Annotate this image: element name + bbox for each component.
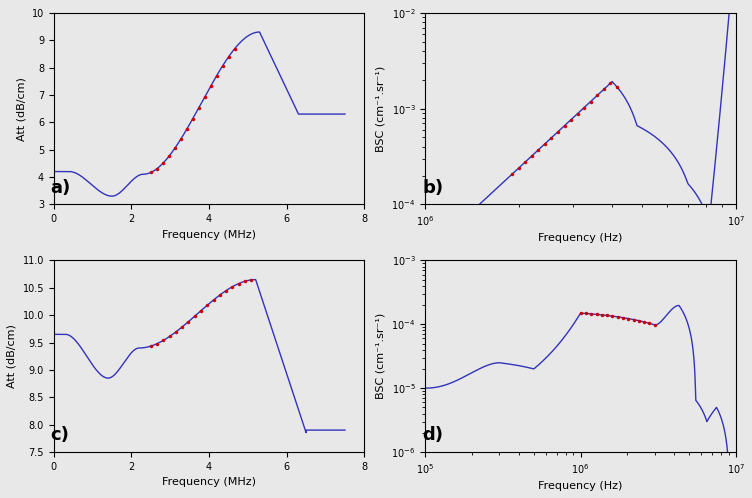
Text: c): c)	[50, 426, 69, 444]
X-axis label: Frequency (MHz): Frequency (MHz)	[162, 477, 256, 487]
Y-axis label: BSC (cm⁻¹.sr⁻¹): BSC (cm⁻¹.sr⁻¹)	[376, 313, 386, 399]
Text: b): b)	[422, 179, 443, 197]
X-axis label: Frequency (Hz): Frequency (Hz)	[538, 234, 623, 244]
Text: a): a)	[50, 179, 71, 197]
Text: d): d)	[422, 426, 443, 444]
X-axis label: Frequency (Hz): Frequency (Hz)	[538, 481, 623, 491]
Y-axis label: Att (dB/cm): Att (dB/cm)	[7, 324, 17, 388]
X-axis label: Frequency (MHz): Frequency (MHz)	[162, 230, 256, 240]
Y-axis label: Att (dB/cm): Att (dB/cm)	[17, 77, 26, 140]
Y-axis label: BSC (cm⁻¹.sr⁻¹): BSC (cm⁻¹.sr⁻¹)	[376, 65, 386, 152]
